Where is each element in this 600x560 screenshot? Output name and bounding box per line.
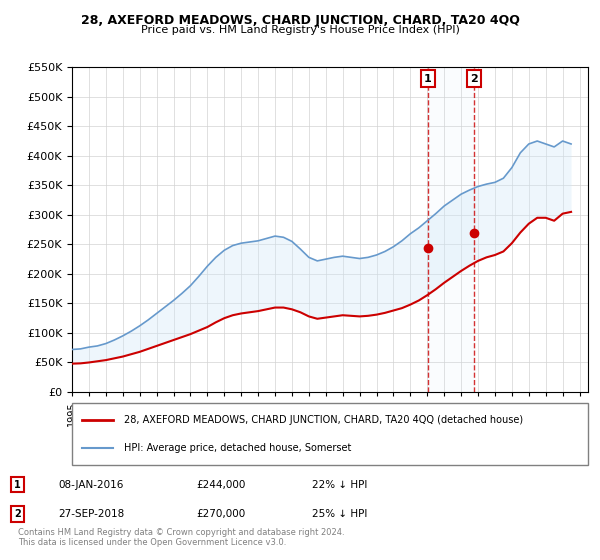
FancyBboxPatch shape [72, 403, 588, 465]
Text: Price paid vs. HM Land Registry's House Price Index (HPI): Price paid vs. HM Land Registry's House … [140, 25, 460, 35]
Text: 25% ↓ HPI: 25% ↓ HPI [311, 509, 367, 519]
Text: 1: 1 [424, 74, 432, 83]
Text: Contains HM Land Registry data © Crown copyright and database right 2024.
This d: Contains HM Land Registry data © Crown c… [18, 528, 344, 547]
Text: 28, AXEFORD MEADOWS, CHARD JUNCTION, CHARD, TA20 4QQ (detached house): 28, AXEFORD MEADOWS, CHARD JUNCTION, CHA… [124, 416, 523, 426]
Text: £244,000: £244,000 [196, 479, 245, 489]
Text: 2: 2 [14, 509, 21, 519]
Text: 08-JAN-2016: 08-JAN-2016 [58, 479, 124, 489]
Text: £270,000: £270,000 [196, 509, 245, 519]
Text: 28, AXEFORD MEADOWS, CHARD JUNCTION, CHARD, TA20 4QQ: 28, AXEFORD MEADOWS, CHARD JUNCTION, CHA… [80, 14, 520, 27]
Bar [428, 67, 474, 392]
Text: HPI: Average price, detached house, Somerset: HPI: Average price, detached house, Some… [124, 442, 351, 452]
Text: 27-SEP-2018: 27-SEP-2018 [58, 509, 124, 519]
Text: 22% ↓ HPI: 22% ↓ HPI [311, 479, 367, 489]
Text: 2: 2 [470, 74, 478, 83]
Text: 1: 1 [14, 479, 21, 489]
